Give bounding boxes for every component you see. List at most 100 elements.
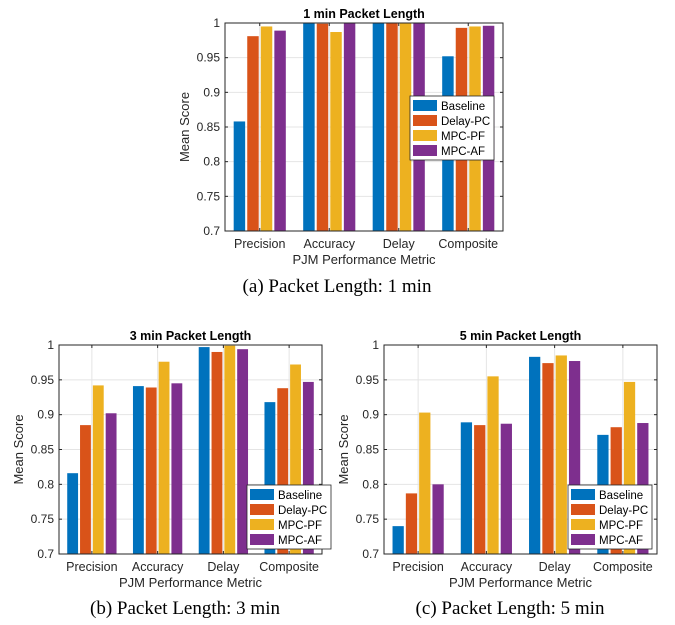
legend-label: Delay-PC [441,116,490,128]
bar-baseline-composite [264,402,276,554]
y-axis-label: Mean Score [11,414,26,484]
legend-swatch-mpc-af [571,534,595,545]
legend: Baseline Delay-PC MPC-PF MPC-AF [246,484,332,550]
x-tick-label: Precision [66,560,117,574]
bar-mpc-pf-precision [92,385,104,554]
legend-swatch-mpc-af [250,534,274,545]
bar-mpc-af-accuracy [500,423,512,554]
chart-panel-1: 0.7 0.75 0.8 0.85 0.9 0.95 1 Precision Accuracy D… [177,7,504,267]
legend-swatch-delay-pc [250,504,274,515]
bar-baseline-precision [392,526,404,554]
bar-baseline-accuracy [460,422,473,554]
legend-label: Baseline [599,490,643,502]
bar-delay-pc-composite [277,388,289,554]
y-tick-label: 0.95 [197,51,221,65]
bar-mpc-af-delay [237,349,249,554]
bar-mpc-pf-precision [260,26,273,231]
caption-b: (b) Packet Length: 3 min [90,598,280,619]
bar-mpc-pf-delay [224,345,236,554]
legend-label: Baseline [441,101,485,113]
y-tick-label: 0.9 [362,408,379,422]
y-tick-label: 0.9 [37,408,54,422]
bar-mpc-af-precision [432,484,444,554]
bar-delay-pc-accuracy [316,23,329,232]
bar-mpc-pf-composite [290,364,301,554]
y-tick-label: 0.8 [203,155,220,169]
bar-baseline-precision [233,121,246,231]
y-tick-label: 0.9 [203,85,220,99]
y-axis-label: Mean Score [336,414,351,484]
x-axis-label: PJM Performance Metric [449,575,593,590]
bar-mpc-pf-accuracy [330,32,342,231]
bar-mpc-af-accuracy [171,383,183,554]
x-axis-label: PJM Performance Metric [119,575,263,590]
y-tick-label: 0.8 [37,477,54,491]
legend-label: MPC-PF [441,131,485,143]
bar-mpc-pf-precision [419,412,431,554]
legend-swatch-mpc-pf [413,130,437,141]
y-tick-label: 0.75 [356,512,380,526]
bar-mpc-pf-delay [399,23,412,231]
bar-delay-pc-accuracy [474,425,486,554]
legend-label: Delay-PC [599,505,648,517]
bar-mpc-af-delay [568,361,581,554]
caption-a: (a) Packet Length: 1 min [242,276,432,297]
bar-mpc-pf-accuracy [158,361,170,554]
bar-baseline-delay [198,347,210,554]
x-tick-label: Accuracy [461,560,513,574]
y-tick-label: 1 [47,338,54,352]
x-tick-label: Accuracy [304,237,356,251]
x-tick-label: Composite [593,560,653,574]
bar-mpc-pf-delay [555,355,567,554]
x-tick-label: Composite [259,560,319,574]
x-tick-label: Delay [383,237,416,251]
bar-baseline-precision [67,473,79,554]
bar-delay-pc-delay [386,23,398,231]
y-tick-label: 0.95 [356,373,380,387]
y-tick-label: 0.85 [356,443,380,457]
x-axis-label: PJM Performance Metric [292,252,436,267]
legend-swatch-mpc-af [413,145,437,156]
bar-delay-pc-precision [405,493,418,554]
legend-swatch-baseline [413,100,437,111]
bar-delay-pc-accuracy [145,387,157,554]
bar-baseline-delay [372,23,385,231]
legend-label: MPC-AF [278,535,322,547]
bar-baseline-delay [529,356,541,554]
legend-label: Baseline [278,490,322,502]
y-tick-label: 0.75 [197,189,221,203]
legend-label: MPC-PF [278,520,322,532]
y-tick-label: 0.95 [31,373,55,387]
bar-mpc-af-accuracy [343,23,356,231]
bar-delay-pc-precision [80,425,91,554]
y-tick-label: 0.7 [362,547,379,561]
legend-swatch-mpc-pf [571,519,595,530]
x-tick-label: Accuracy [132,560,184,574]
chart-title: 3 min Packet Length [130,329,252,343]
y-tick-label: 0.8 [362,477,379,491]
legend-label: Delay-PC [278,505,327,517]
bar-mpc-af-precision [274,30,286,232]
caption-c: (c) Packet Length: 5 min [415,598,605,619]
x-tick-label: Delay [207,560,240,574]
x-tick-label: Delay [539,560,572,574]
bar-baseline-accuracy [132,386,144,554]
bar-mpc-af-composite [302,381,314,554]
legend-swatch-delay-pc [571,504,595,515]
y-tick-label: 0.7 [203,224,220,238]
legend: Baseline Delay-PC MPC-PF MPC-AF [567,484,653,550]
x-tick-label: Composite [438,237,498,251]
bar-mpc-pf-accuracy [487,376,499,554]
y-tick-label: 0.85 [31,443,55,457]
legend-swatch-mpc-pf [250,519,274,530]
bar-mpc-af-precision [105,413,117,554]
x-tick-label: Precision [392,560,443,574]
y-tick-label: 1 [372,338,379,352]
chart-title: 5 min Packet Length [460,329,582,343]
x-tick-label: Precision [234,237,285,251]
legend-label: MPC-AF [599,535,643,547]
y-tick-label: 0.7 [37,547,54,561]
legend-label: MPC-PF [599,520,643,532]
bar-baseline-accuracy [303,23,315,231]
